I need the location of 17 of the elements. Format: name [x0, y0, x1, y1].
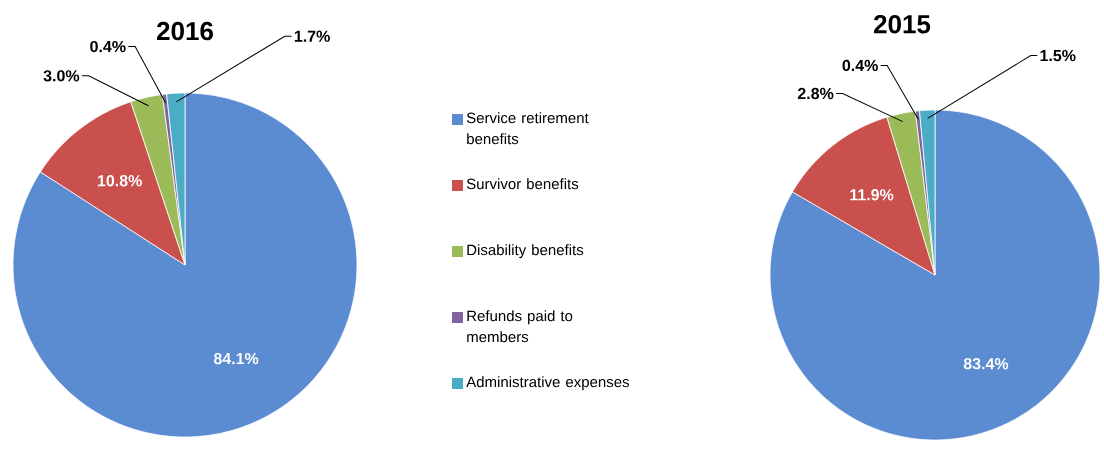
- chart-title: 2015: [873, 14, 931, 34]
- data-label: 3.0%: [43, 70, 80, 82]
- legend-label: Refunds paid to members: [467, 310, 573, 343]
- data-label: 84.1%: [213, 352, 259, 365]
- data-label: 11.9%: [850, 189, 894, 201]
- legend-label: Survivor benefits: [466, 178, 579, 190]
- data-label: 1.5%: [1040, 49, 1076, 62]
- chart-title: 2016: [156, 21, 213, 41]
- data-label: 83.4%: [963, 358, 1009, 370]
- data-label: 2.8%: [797, 87, 834, 100]
- data-label: 10.8%: [97, 175, 142, 187]
- data-label: 0.4%: [90, 40, 126, 53]
- data-label: 0.4%: [842, 59, 878, 72]
- legend-label: Service retirement benefits: [466, 112, 589, 145]
- legend-label: Disability benefits: [467, 244, 584, 259]
- legend-label: Administrative expenses: [466, 376, 630, 391]
- data-label: 1.7%: [294, 30, 330, 42]
